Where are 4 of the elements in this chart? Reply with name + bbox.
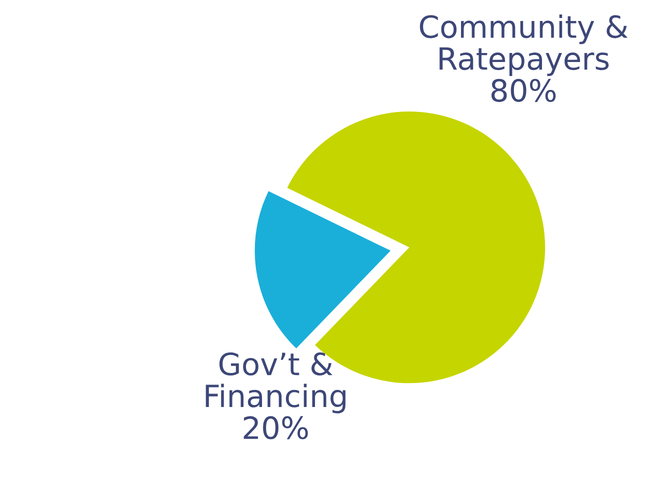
slice-label: Gov’t & Financing — [206, 352, 346, 414]
data-label: 80% — [491, 78, 556, 102]
data-label: 20% — [244, 416, 308, 440]
slice-label: Community & Ratepayers — [420, 14, 628, 76]
